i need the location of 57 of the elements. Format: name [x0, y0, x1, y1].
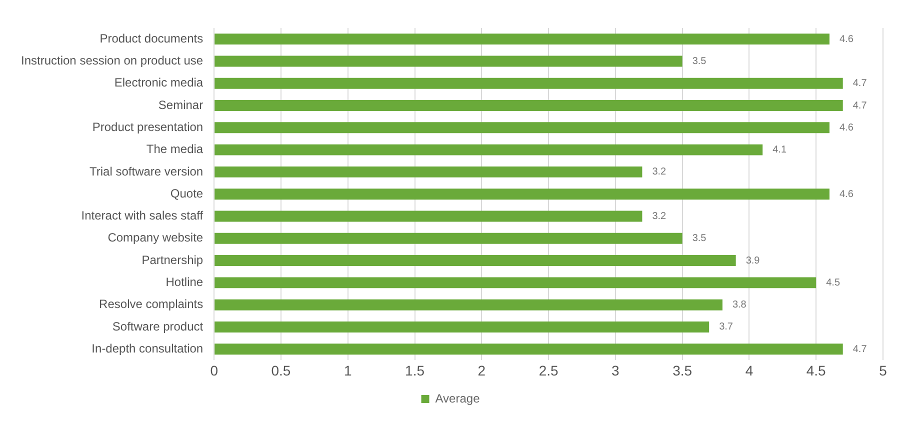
x-tick-label: 4 — [745, 362, 754, 378]
x-tick-label: 1 — [344, 362, 352, 378]
data-label: 3.8 — [732, 300, 747, 311]
x-tick-label: 3 — [612, 362, 620, 378]
y-tick-label: Interact with sales staff — [81, 208, 204, 223]
bar — [214, 299, 722, 310]
y-tick-label: Quote — [170, 186, 204, 200]
y-tick-label: Seminar — [158, 98, 204, 112]
x-tick-label: 1.5 — [405, 362, 425, 378]
x-tick-label: 2 — [478, 362, 486, 378]
data-label: 4.7 — [852, 78, 868, 90]
bar — [214, 166, 642, 178]
bar — [214, 232, 682, 244]
bar — [214, 100, 843, 111]
bar — [214, 122, 830, 134]
bar — [214, 78, 843, 89]
x-tick-label: 5 — [879, 362, 888, 378]
y-tick-label: Hotline — [166, 275, 204, 289]
data-label: 4.1 — [772, 144, 787, 156]
bar — [214, 322, 710, 332]
y-tick-label: Product documents — [100, 31, 204, 46]
bar — [214, 255, 736, 266]
x-tick-label: 0.5 — [271, 362, 291, 378]
data-label: 4.6 — [839, 34, 854, 45]
x-tick-label: 3.5 — [672, 362, 692, 378]
data-label: 3.2 — [652, 210, 667, 222]
y-tick-label: Electronic media — [114, 76, 204, 90]
y-tick-label: Instruction session on product use — [20, 54, 204, 68]
bar — [214, 210, 642, 222]
data-label: 3.7 — [719, 322, 734, 333]
data-label: 3.5 — [692, 56, 707, 67]
y-tick-label: Software product — [112, 319, 204, 334]
data-label: 4.5 — [826, 277, 840, 288]
data-label: 3.9 — [746, 255, 760, 266]
y-tick-label: Company website — [108, 230, 204, 245]
data-label: 4.6 — [839, 188, 854, 200]
data-label: 3.2 — [652, 166, 667, 178]
bar — [214, 277, 816, 288]
data-label: 3.5 — [692, 233, 707, 244]
bar — [214, 34, 830, 45]
y-tick-label: Trial software version — [90, 164, 204, 178]
bar — [214, 144, 763, 156]
y-tick-label: The media — [146, 142, 204, 156]
bar — [214, 56, 682, 67]
y-tick-label: Resolve complaints — [99, 297, 204, 312]
y-tick-label: In-depth consultation — [92, 341, 204, 356]
bar — [214, 188, 830, 200]
y-tick-label: Partnership — [142, 252, 204, 267]
x-tick-label: 4.5 — [806, 362, 826, 378]
legend-label: Average — [435, 391, 480, 406]
data-label: 4.7 — [852, 344, 868, 355]
data-label: 4.7 — [852, 100, 868, 112]
x-tick-label: 0 — [210, 362, 218, 378]
bar — [214, 344, 843, 355]
y-tick-label: Product presentation — [92, 120, 204, 134]
data-label: 4.6 — [839, 122, 854, 134]
x-tick-label: 2.5 — [538, 362, 558, 378]
